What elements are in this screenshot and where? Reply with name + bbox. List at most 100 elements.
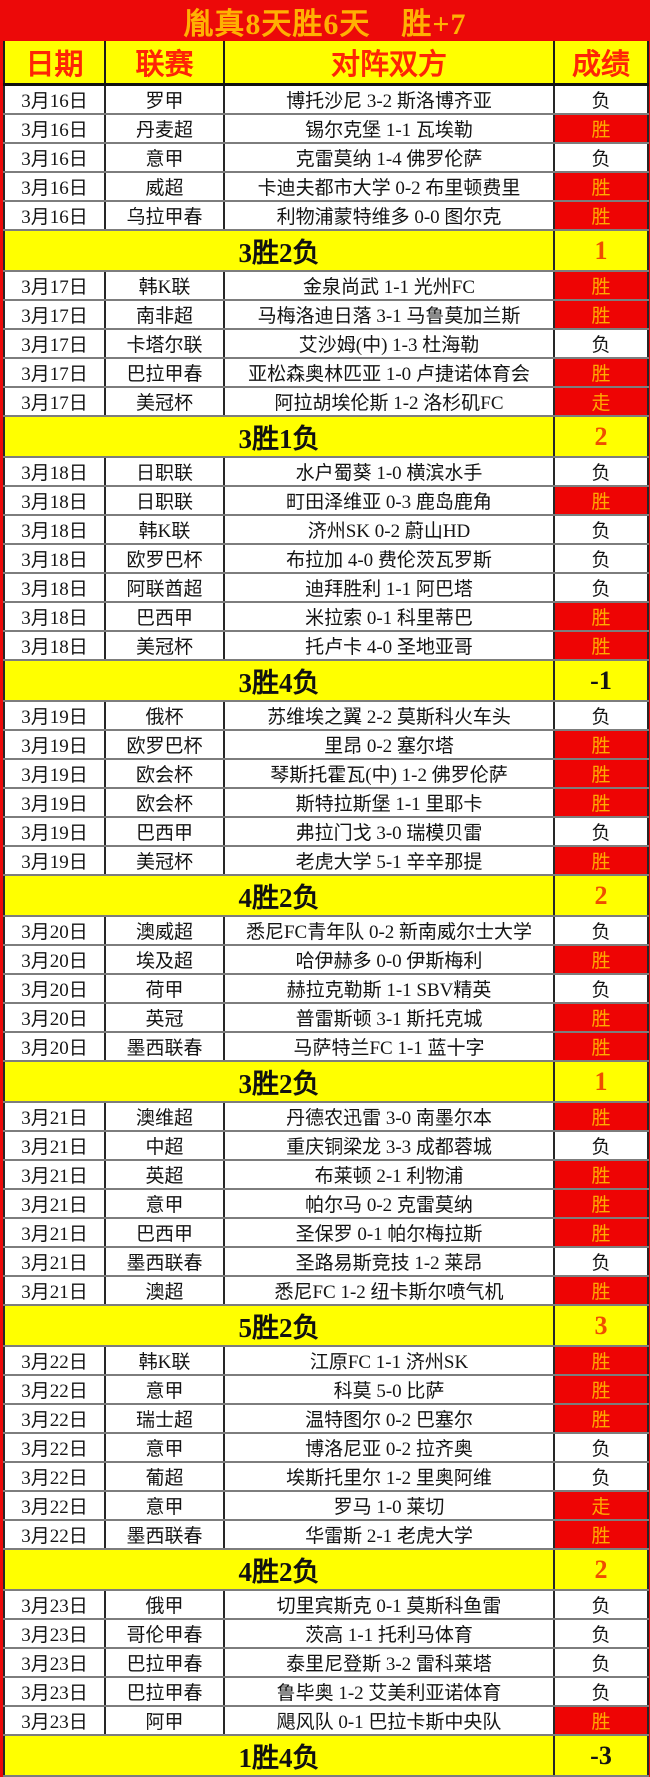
summary-label: 3胜2负 <box>3 1060 555 1103</box>
date-cell: 3月17日 <box>3 386 106 417</box>
table-row: 3月21日 中超 重庆铜梁龙 3-3 成都蓉城负 <box>3 1130 649 1161</box>
match-cell: 锡尔克堡 1-1 瓦埃勒 <box>223 113 555 144</box>
result-cell: 胜 <box>553 171 649 202</box>
match-cell: 克雷莫纳 1-4 佛罗伦萨 <box>223 142 555 173</box>
result-cell: 胜 <box>553 1519 649 1550</box>
match-cell: 布莱顿 2-1 利物浦 <box>223 1159 555 1190</box>
table-row: 3月21日 墨西联春 圣路易斯竞技 1-2 莱昂负 <box>3 1246 649 1277</box>
summary-row: 3胜2负 1 <box>3 1060 649 1103</box>
table-row: 3月21日 澳维超 丹德农迅雷 3-0 南墨尔本胜 <box>3 1101 649 1132</box>
league-cell: 欧会杯 <box>104 758 225 789</box>
league-cell: 威超 <box>104 171 225 202</box>
table-row: 3月18日 日职联 水户蜀葵 1-0 横滨水手负 <box>3 456 649 487</box>
result-cell: 胜 <box>553 1345 649 1376</box>
date-cell: 3月16日 <box>3 200 106 231</box>
table-row: 3月20日 英冠 普雷斯顿 3-1 斯托克城胜 <box>3 1002 649 1033</box>
match-cell: 卡迪夫都市大学 0-2 布里顿费里 <box>223 171 555 202</box>
date-cell: 3月21日 <box>3 1159 106 1190</box>
date-cell: 3月22日 <box>3 1374 106 1405</box>
date-cell: 3月23日 <box>3 1589 106 1620</box>
table-row: 3月19日 巴西甲 弗拉门戈 3-0 瑞模贝雷负 <box>3 816 649 847</box>
match-cell: 重庆铜梁龙 3-3 成都蓉城 <box>223 1130 555 1161</box>
page-title: 胤真8天胜6天 胜+7 <box>3 0 647 41</box>
match-cell: 苏维埃之翼 2-2 莫斯科火车头 <box>223 700 555 731</box>
result-cell: 走 <box>553 1490 649 1521</box>
result-cell: 胜 <box>553 270 649 301</box>
date-cell: 3月22日 <box>3 1461 106 1492</box>
col-header-result: 成绩 <box>553 41 649 86</box>
result-cell: 胜 <box>553 1101 649 1132</box>
table-row: 3月22日 墨西联春 华雷斯 2-1 老虎大学胜 <box>3 1519 649 1550</box>
match-cell: 济州SK 0-2 蔚山HD <box>223 514 555 545</box>
result-cell: 胜 <box>553 601 649 632</box>
league-cell: 丹麦超 <box>104 113 225 144</box>
date-cell: 3月16日 <box>3 142 106 173</box>
league-cell: 巴拉甲春 <box>104 1676 225 1707</box>
result-cell: 负 <box>553 1589 649 1620</box>
league-cell: 墨西联春 <box>104 1031 225 1062</box>
summary-label: 1胜4负 <box>3 1734 555 1777</box>
table-row: 3月21日 巴西甲 圣保罗 0-1 帕尔梅拉斯胜 <box>3 1217 649 1248</box>
summary-score: 3 <box>553 1304 649 1347</box>
date-cell: 3月21日 <box>3 1101 106 1132</box>
date-cell: 3月22日 <box>3 1519 106 1550</box>
league-cell: 欧会杯 <box>104 787 225 818</box>
result-cell: 胜 <box>553 113 649 144</box>
date-cell: 3月17日 <box>3 328 106 359</box>
league-cell: 巴拉甲春 <box>104 357 225 388</box>
league-cell: 葡超 <box>104 1461 225 1492</box>
league-cell: 英超 <box>104 1159 225 1190</box>
result-cell: 负 <box>553 1647 649 1678</box>
date-cell: 3月21日 <box>3 1188 106 1219</box>
date-cell: 3月21日 <box>3 1275 106 1306</box>
match-cell: 圣保罗 0-1 帕尔梅拉斯 <box>223 1217 555 1248</box>
result-cell: 负 <box>553 1618 649 1649</box>
date-cell: 3月22日 <box>3 1345 106 1376</box>
table-row: 3月17日 韩K联 金泉尚武 1-1 光州FC 胜 <box>3 270 649 301</box>
match-cell: 水户蜀葵 1-0 横滨水手 <box>223 456 555 487</box>
summary-label: 4胜2负 <box>3 1548 555 1591</box>
match-cell: 丹德农迅雷 3-0 南墨尔本 <box>223 1101 555 1132</box>
match-cell: 斯特拉斯堡 1-1 里耶卡 <box>223 787 555 818</box>
summary-score: 1 <box>553 229 649 272</box>
table-row: 3月22日 意甲 科莫 5-0 比萨胜 <box>3 1374 649 1405</box>
date-cell: 3月19日 <box>3 729 106 760</box>
league-cell: 欧罗巴杯 <box>104 543 225 574</box>
result-cell: 胜 <box>553 357 649 388</box>
summary-row: 1胜4负 -3 <box>3 1734 649 1777</box>
date-cell: 3月19日 <box>3 845 106 876</box>
league-cell: 俄甲 <box>104 1589 225 1620</box>
summary-label: 3胜1负 <box>3 415 555 458</box>
match-cell: 阿拉胡埃伦斯 1-2 洛杉矶FC <box>223 386 555 417</box>
match-cell: 科莫 5-0 比萨 <box>223 1374 555 1405</box>
table-row: 3月22日 意甲 博洛尼亚 0-2 拉齐奥负 <box>3 1432 649 1463</box>
date-cell: 3月21日 <box>3 1130 106 1161</box>
date-cell: 3月21日 <box>3 1217 106 1248</box>
summary-score: -1 <box>553 659 649 702</box>
match-cell: 切里宾斯克 0-1 莫斯科鱼雷 <box>223 1589 555 1620</box>
date-cell: 3月18日 <box>3 485 106 516</box>
match-cell: 米拉索 0-1 科里蒂巴 <box>223 601 555 632</box>
match-cell: 亚松森奥林匹亚 1-0 卢捷诺体育会 <box>223 357 555 388</box>
league-cell: 荷甲 <box>104 973 225 1004</box>
league-cell: 澳威超 <box>104 915 225 946</box>
summary-score: 2 <box>553 874 649 917</box>
table-row: 3月22日 葡超 埃斯托里尔 1-2 里奥阿维负 <box>3 1461 649 1492</box>
league-cell: 意甲 <box>104 1432 225 1463</box>
date-cell: 3月18日 <box>3 514 106 545</box>
table-row: 3月20日 荷甲 赫拉克勒斯 1-1 SBV精英负 <box>3 973 649 1004</box>
date-cell: 3月20日 <box>3 1031 106 1062</box>
league-cell: 墨西联春 <box>104 1246 225 1277</box>
table-row: 3月21日 澳超 悉尼FC 1-2 纽卡斯尔喷气机胜 <box>3 1275 649 1306</box>
date-cell: 3月17日 <box>3 299 106 330</box>
result-cell: 负 <box>553 973 649 1004</box>
summary-label: 5胜2负 <box>3 1304 555 1347</box>
league-cell: 意甲 <box>104 142 225 173</box>
summary-row: 4胜2负 2 <box>3 1548 649 1591</box>
date-cell: 3月21日 <box>3 1246 106 1277</box>
date-cell: 3月19日 <box>3 816 106 847</box>
result-cell: 胜 <box>553 1031 649 1062</box>
match-cell: 弗拉门戈 3-0 瑞模贝雷 <box>223 816 555 847</box>
table-row: 3月20日 埃及超 哈伊赫多 0-0 伊斯梅利胜 <box>3 944 649 975</box>
match-cell: 马梅洛迪日落 3-1 马鲁莫加兰斯 <box>223 299 555 330</box>
